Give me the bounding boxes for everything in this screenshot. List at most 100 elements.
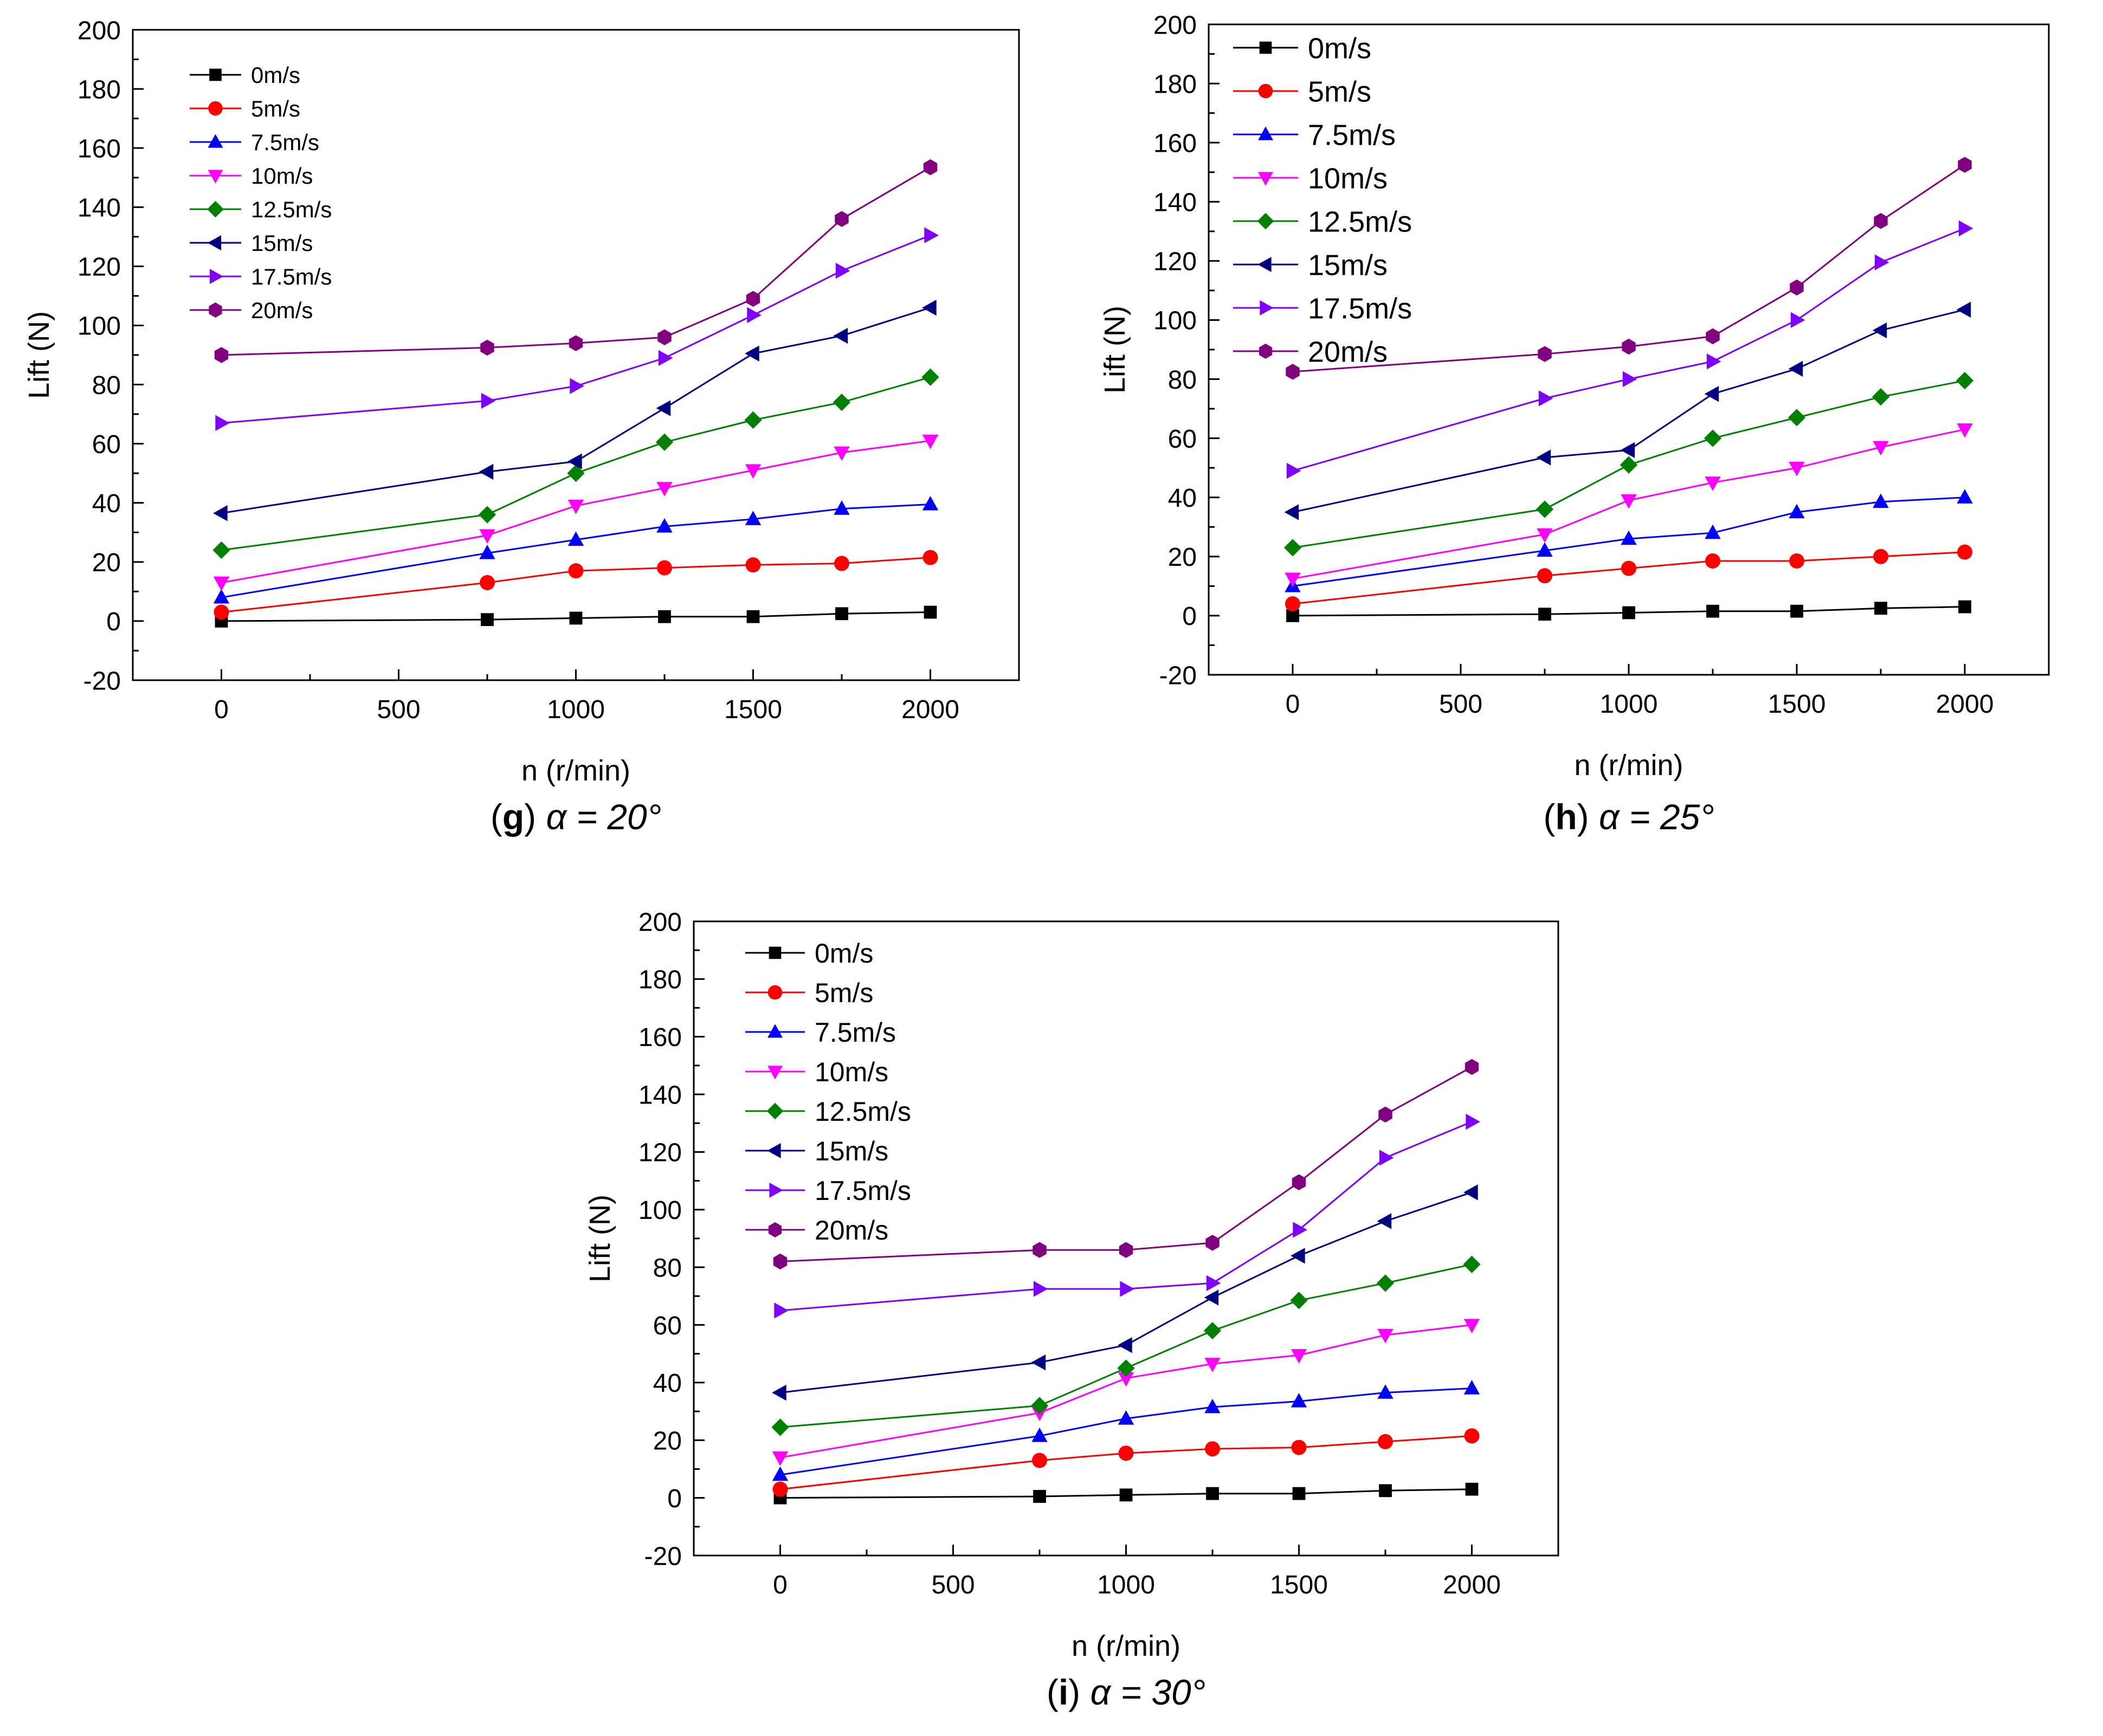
data-point: [1789, 553, 1804, 569]
y-tick-label: 140: [1153, 189, 1197, 217]
x-tick-label: 2000: [1443, 1571, 1501, 1599]
data-point: [1118, 1445, 1134, 1461]
legend-label: 17.5m/s: [251, 264, 332, 289]
legend-marker: [207, 201, 224, 218]
data-point: [835, 262, 850, 279]
legend-label: 15m/s: [815, 1136, 888, 1166]
panel-caption: (h) α = 25°: [1543, 797, 1714, 837]
data-point: [1537, 568, 1552, 584]
y-tick-label: 60: [92, 430, 121, 459]
legend-label: 0m/s: [251, 62, 300, 88]
data-point: [213, 589, 230, 604]
data-point: [1620, 442, 1635, 459]
data-point: [567, 453, 582, 470]
data-point: [1379, 1150, 1394, 1166]
series-20m/s: [1286, 157, 1972, 380]
series-0m/s: [1286, 600, 1971, 622]
data-point: [1377, 1328, 1394, 1344]
data-point: [1290, 1292, 1308, 1309]
legend-marker: [1258, 126, 1273, 140]
x-tick-label: 500: [931, 1571, 975, 1599]
legend-marker: [1260, 300, 1274, 315]
y-tick-label: 120: [638, 1139, 682, 1167]
legend-item: 7.5m/s: [190, 130, 319, 155]
y-tick-label: 60: [1168, 425, 1197, 454]
y-axis-label: Lift (N): [23, 311, 55, 399]
panel-caption: (g) α = 20°: [491, 797, 661, 837]
y-tick-label: 20: [1168, 543, 1197, 572]
series-12.5m/s: [771, 1255, 1481, 1436]
y-tick-label: -20: [1159, 661, 1197, 690]
series-7.5m/s: [1285, 489, 1973, 592]
data-point: [1292, 1174, 1306, 1190]
data-point: [1285, 596, 1300, 612]
legend-item: 5m/s: [745, 978, 873, 1008]
legend-marker: [769, 1183, 783, 1198]
legend-label: 12.5m/s: [251, 197, 332, 222]
y-tick-label: 160: [78, 134, 121, 163]
data-point: [835, 607, 848, 621]
x-tick-label: 2000: [1936, 690, 1994, 719]
x-axis-label: n (r/min): [521, 754, 630, 787]
data-point: [921, 368, 939, 386]
series-20m/s: [773, 1059, 1479, 1270]
data-point: [1874, 254, 1889, 270]
legend-marker: [208, 101, 223, 116]
series-20m/s: [214, 159, 938, 363]
data-point: [657, 329, 672, 345]
data-point: [923, 550, 938, 565]
data-point: [212, 541, 230, 559]
data-point: [658, 350, 673, 366]
series-15m/s: [1284, 301, 1971, 520]
legend-marker: [767, 1143, 781, 1158]
data-point: [567, 499, 584, 514]
legend-item: 17.5m/s: [745, 1176, 911, 1206]
data-point: [1621, 530, 1637, 545]
data-point: [1464, 1428, 1480, 1444]
y-tick-label: 140: [78, 194, 121, 223]
series-17.5m/s: [215, 227, 939, 431]
y-axis-label: Lift (N): [584, 1195, 616, 1282]
data-point: [745, 511, 762, 525]
data-point: [570, 378, 584, 394]
data-point: [774, 1302, 789, 1319]
data-point: [1291, 1248, 1305, 1264]
data-point: [656, 400, 671, 416]
data-point: [746, 291, 760, 307]
series-7.5m/s: [772, 1380, 1480, 1481]
data-point: [1376, 1274, 1395, 1292]
legend-label: 7.5m/s: [251, 130, 319, 155]
legend-label: 5m/s: [251, 96, 300, 121]
x-axis-label: n (r/min): [1575, 749, 1683, 782]
series-0m/s: [773, 1482, 1479, 1505]
data-point: [1706, 604, 1719, 618]
data-point: [1622, 338, 1636, 355]
y-tick-label: 60: [653, 1312, 682, 1340]
data-point: [655, 433, 674, 451]
legend-marker: [767, 985, 783, 1000]
legend-marker: [1257, 257, 1272, 272]
data-point: [1873, 441, 1889, 456]
data-point: [772, 1384, 786, 1401]
legend-marker: [1259, 344, 1273, 359]
data-point: [1621, 494, 1637, 509]
data-point: [1293, 1222, 1307, 1238]
data-point: [746, 610, 760, 623]
series-5m/s: [1285, 544, 1972, 612]
y-tick-label: 80: [653, 1254, 682, 1282]
data-point: [924, 605, 937, 619]
y-tick-label: 200: [638, 908, 682, 937]
legend-label: 15m/s: [251, 230, 313, 256]
data-point: [772, 1466, 789, 1481]
data-point: [772, 1481, 788, 1497]
legend-marker: [209, 302, 222, 318]
y-tick-label: 0: [1182, 602, 1197, 631]
data-point: [1120, 1281, 1134, 1297]
caption-text: (i) α = 30°: [1047, 1672, 1205, 1712]
legend-item: 12.5m/s: [190, 197, 332, 222]
data-point: [1292, 1487, 1306, 1500]
legend-label: 7.5m/s: [1308, 119, 1396, 151]
x-tick-label: 2000: [901, 695, 959, 724]
data-point: [479, 529, 495, 544]
legend-label: 20m/s: [1308, 335, 1388, 368]
